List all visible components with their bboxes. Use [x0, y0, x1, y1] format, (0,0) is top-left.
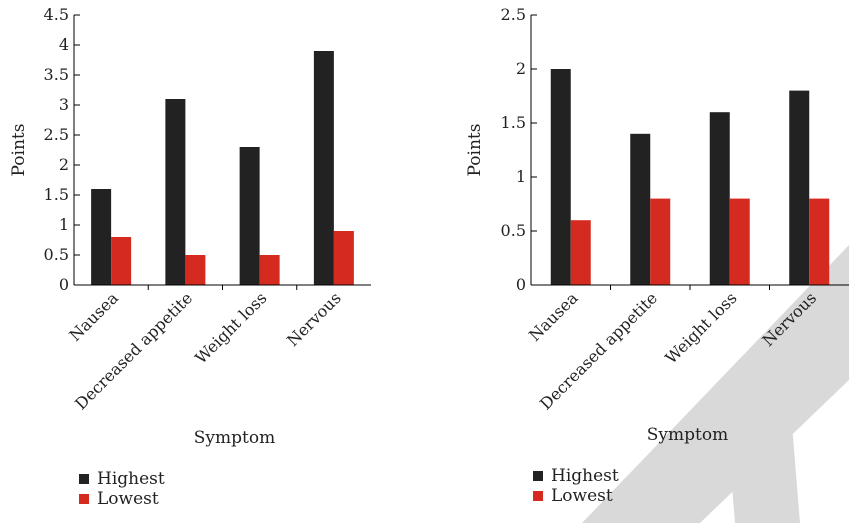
y-tick-label: 1	[516, 167, 526, 186]
legend-swatch-highest	[533, 471, 543, 481]
x-tick-label: Nausea	[65, 288, 122, 345]
y-tick-label: 2.5	[44, 125, 69, 144]
legend-swatch-lowest	[533, 491, 543, 501]
bar-lowest-2	[259, 255, 280, 285]
bar-lowest-1	[185, 255, 206, 285]
y-axis-title: Points	[9, 124, 29, 177]
watermark-layer	[582, 245, 849, 523]
x-axis-title: Symptom	[647, 425, 728, 445]
y-axis-title: Points	[465, 124, 485, 177]
y-tick-label: 2	[516, 59, 526, 78]
y-tick-label: 0	[516, 275, 526, 294]
bar-highest-1	[630, 133, 651, 285]
legend-label-highest: Highest	[551, 466, 619, 486]
bar-lowest-1	[650, 198, 671, 285]
legend-label-lowest: Lowest	[97, 489, 159, 509]
watermark-stem	[725, 400, 800, 523]
y-tick-label: 3	[59, 95, 69, 114]
x-tick-label: Nausea	[525, 288, 582, 345]
y-tick-label: 0	[59, 275, 69, 294]
x-tick-label: Weight loss	[191, 288, 270, 367]
y-tick-label: 2	[59, 155, 69, 174]
bar-highest-3	[789, 90, 810, 285]
x-tick-label: Nervous	[283, 288, 345, 350]
y-tick-label: 2.5	[501, 5, 526, 24]
bar-lowest-0	[570, 220, 591, 285]
y-tick-label: 1.5	[44, 185, 69, 204]
bar-highest-2	[239, 147, 260, 285]
x-tick-label: Weight loss	[661, 288, 740, 367]
y-tick-label: 1.5	[501, 113, 526, 132]
bar-lowest-2	[729, 198, 750, 285]
bar-lowest-3	[809, 198, 830, 285]
x-axis-title: Symptom	[194, 428, 275, 448]
bar-highest-3	[313, 51, 334, 285]
bar-highest-0	[91, 189, 112, 285]
legend-swatch-highest	[79, 474, 89, 484]
watermark-band	[582, 245, 849, 523]
legend-swatch-lowest	[79, 494, 89, 504]
bar-lowest-0	[111, 237, 132, 285]
y-tick-label: 4.5	[44, 5, 69, 24]
bar-highest-2	[709, 112, 730, 285]
bar-highest-0	[550, 69, 571, 285]
legend-label-lowest: Lowest	[551, 486, 613, 506]
y-tick-label: 0.5	[501, 221, 526, 240]
y-tick-label: 1	[59, 215, 69, 234]
legend-label-highest: Highest	[97, 469, 165, 489]
bar-lowest-3	[333, 231, 354, 285]
y-tick-label: 0.5	[44, 245, 69, 264]
y-tick-label: 4	[59, 35, 69, 54]
bar-highest-1	[165, 99, 186, 285]
y-tick-label: 3.5	[44, 65, 69, 84]
